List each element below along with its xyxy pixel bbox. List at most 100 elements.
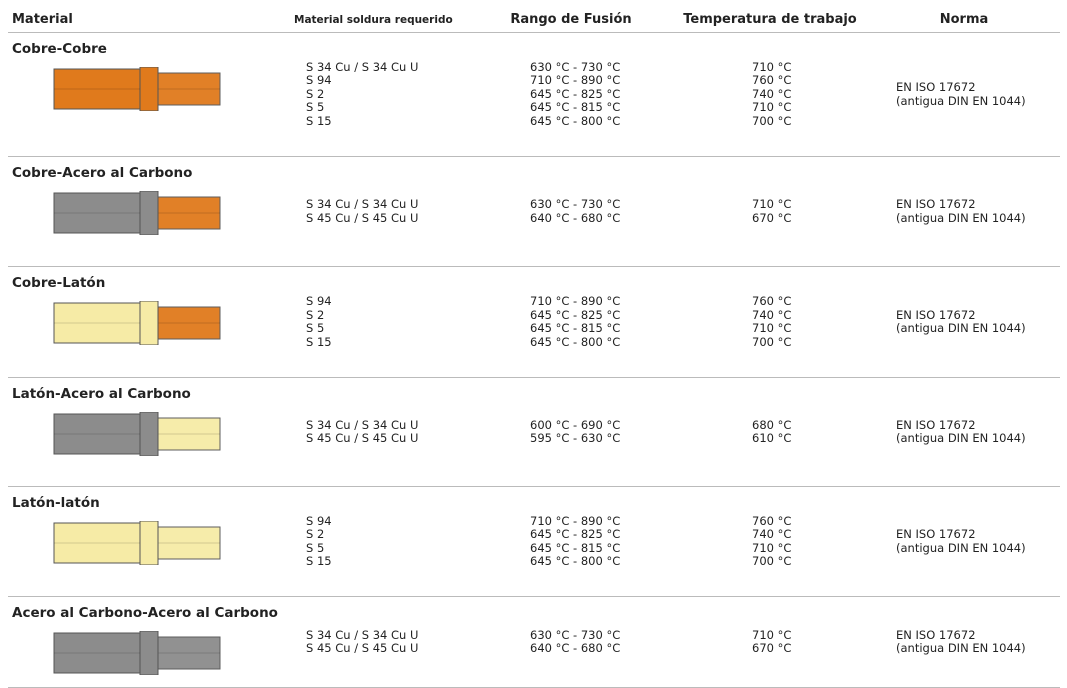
- temperatura-line: 760 °C: [752, 73, 792, 88]
- norma-line: EN ISO 17672: [896, 307, 976, 322]
- temperatura-line: 740 °C: [752, 307, 792, 322]
- material-cell: Latón-latón: [8, 486, 290, 597]
- temperatura-line: 710 °C: [752, 197, 792, 211]
- fusion-line: 600 °C - 690 °C: [530, 417, 621, 432]
- temperatura-line: 700 °C: [752, 554, 792, 568]
- material-name: Latón-Acero al Carbono: [12, 386, 191, 402]
- table-row: Latón-Acero al Carbono S 34 Cu / S 34 Cu…: [8, 377, 1060, 487]
- material-name: Acero al Carbono-Acero al Carbono: [12, 605, 278, 621]
- table-row: Cobre-Acero al Carbono S 34 Cu / S 34 Cu…: [8, 156, 1060, 267]
- material-name: Cobre-Acero al Carbono: [12, 165, 193, 181]
- norma-line: EN ISO 17672: [896, 417, 976, 432]
- temperatura-line: 610 °C: [752, 431, 792, 445]
- soldadura-line: S 45 Cu / S 45 Cu U: [306, 210, 419, 225]
- material-name: Latón-latón: [12, 495, 100, 511]
- temperatura-line: 710 °C: [752, 59, 792, 74]
- material-cell: Acero al Carbono-Acero al Carbono: [8, 596, 290, 688]
- temperatura-cell: 680 °C 610 °C: [672, 377, 868, 487]
- fusion-line: 630 °C - 730 °C: [530, 627, 621, 642]
- fusion-line: 645 °C - 800 °C: [530, 334, 621, 349]
- soldadura-line: S 94: [306, 73, 332, 88]
- fusion-cell: 630 °C - 730 °C 640 °C - 680 °C: [470, 156, 672, 267]
- norma-cell: EN ISO 17672 (antigua DIN EN 1044): [868, 486, 1060, 597]
- pipe-illustration: [53, 411, 221, 456]
- temperatura-line: 710 °C: [752, 100, 792, 115]
- soldadura-line: S 45 Cu / S 45 Cu U: [306, 641, 419, 655]
- norma-cell: EN ISO 17672 (antigua DIN EN 1044): [868, 596, 1060, 688]
- table: Material Material soldura requerido Rango …: [8, 7, 1060, 688]
- norma-line: (antigua DIN EN 1044): [896, 431, 1026, 445]
- fusion-cell: 600 °C - 690 °C 595 °C - 630 °C: [470, 377, 672, 487]
- temperatura-line: 760 °C: [752, 294, 792, 308]
- norma-line: (antigua DIN EN 1044): [896, 93, 1026, 108]
- column-header: Material: [8, 7, 290, 33]
- temperatura-line: 670 °C: [752, 641, 792, 655]
- temperatura-line: 740 °C: [752, 527, 792, 541]
- temperatura-cell: 710 °C 670 °C: [672, 156, 868, 267]
- soldadura-line: S 2: [306, 307, 325, 322]
- norma-cell: EN ISO 17672 (antigua DIN EN 1044): [868, 266, 1060, 378]
- soldadura-line: S 94: [306, 294, 332, 308]
- column-header: Rango de Fusión: [470, 7, 672, 33]
- temperatura-line: 680 °C: [752, 417, 792, 432]
- column-header: Norma: [868, 7, 1060, 33]
- soldadura-line: S 94: [306, 513, 332, 528]
- norma-cell: EN ISO 17672 (antigua DIN EN 1044): [868, 32, 1060, 157]
- temperatura-cell: 760 °C 740 °C 710 °C 700 °C: [672, 266, 868, 378]
- temperatura-cell: 760 °C 740 °C 710 °C 700 °C: [672, 486, 868, 597]
- norma-line: EN ISO 17672: [896, 197, 976, 211]
- temperatura-line: 710 °C: [752, 540, 792, 555]
- norma-line: (antigua DIN EN 1044): [896, 210, 1026, 225]
- fusion-line: 710 °C - 890 °C: [530, 73, 621, 88]
- temperatura-cell: 710 °C 670 °C: [672, 596, 868, 688]
- fusion-cell: 630 °C - 730 °C 710 °C - 890 °C 645 °C - 8…: [470, 32, 672, 157]
- fusion-cell: 710 °C - 890 °C 645 °C - 825 °C 645 °C - 8…: [470, 266, 672, 378]
- norma-cell: EN ISO 17672 (antigua DIN EN 1044): [868, 156, 1060, 267]
- norma-line: EN ISO 17672: [896, 527, 976, 541]
- norma-line: EN ISO 17672: [896, 627, 976, 642]
- fusion-line: 645 °C - 815 °C: [530, 100, 621, 115]
- fusion-line: 640 °C - 680 °C: [530, 210, 621, 225]
- pipe-illustration: [53, 190, 221, 235]
- fusion-line: 640 °C - 680 °C: [530, 641, 621, 655]
- soldadura-line: S 34 Cu / S 34 Cu U: [306, 197, 419, 211]
- pipe-illustration: [53, 630, 221, 675]
- norma-cell: EN ISO 17672 (antigua DIN EN 1044): [868, 377, 1060, 487]
- fusion-line: 630 °C - 730 °C: [530, 197, 621, 211]
- soldadura-line: S 34 Cu / S 34 Cu U: [306, 417, 419, 432]
- table-row: Acero al Carbono-Acero al Carbono S 34 C…: [8, 596, 1060, 688]
- fusion-line: 710 °C - 890 °C: [530, 513, 621, 528]
- fusion-cell: 630 °C - 730 °C 640 °C - 680 °C: [470, 596, 672, 688]
- fusion-line: 630 °C - 730 °C: [530, 59, 621, 74]
- soldadura-line: S 34 Cu / S 34 Cu U: [306, 627, 419, 642]
- norma-line: (antigua DIN EN 1044): [896, 641, 1026, 655]
- temperatura-line: 760 °C: [752, 513, 792, 528]
- temperatura-line: 710 °C: [752, 627, 792, 642]
- norma-line: (antigua DIN EN 1044): [896, 540, 1026, 555]
- soldadura-line: S 5: [306, 321, 325, 335]
- soldadura-line: S 45 Cu / S 45 Cu U: [306, 431, 419, 445]
- material-name: Cobre-Latón: [12, 275, 106, 291]
- column-header: Material soldura requerido: [290, 7, 470, 33]
- material-cell: Latón-Acero al Carbono: [8, 377, 290, 487]
- temperatura-line: 700 °C: [752, 113, 792, 128]
- norma-line: (antigua DIN EN 1044): [896, 321, 1026, 335]
- pipe-illustration: [53, 520, 221, 565]
- temperatura-line: 700 °C: [752, 334, 792, 349]
- norma-line: EN ISO 17672: [896, 80, 976, 94]
- fusion-line: 645 °C - 800 °C: [530, 554, 621, 568]
- material-cell: Cobre-Cobre: [8, 32, 290, 157]
- fusion-line: 645 °C - 825 °C: [530, 527, 621, 541]
- fusion-line: 645 °C - 825 °C: [530, 307, 621, 322]
